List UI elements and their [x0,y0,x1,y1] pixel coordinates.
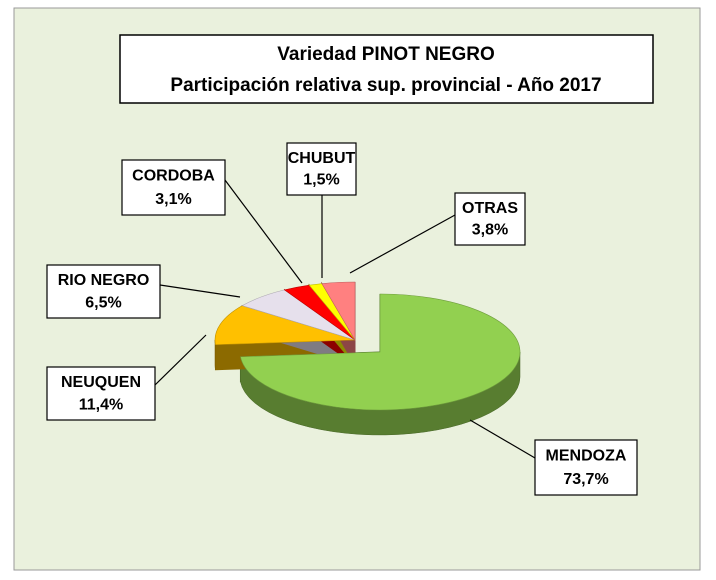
value-label: 73,7% [563,471,608,488]
slice-label: OTRAS [462,200,518,217]
slice-label: NEUQUEN [61,374,141,391]
chart-title: Participación relativa sup. provincial -… [170,75,601,96]
value-label: 3,1% [155,191,191,208]
value-label: 11,4% [79,396,123,413]
slice-label: CORDOBA [132,168,215,185]
slice-label: CHUBUT [288,150,356,167]
value-label: 1,5% [303,172,339,189]
value-label: 3,8% [472,222,508,239]
chart-title: Variedad PINOT NEGRO [277,44,495,65]
slice-label: RIO NEGRO [58,272,150,289]
slice-label: MENDOZA [546,448,627,465]
value-label: 6,5% [85,294,121,311]
